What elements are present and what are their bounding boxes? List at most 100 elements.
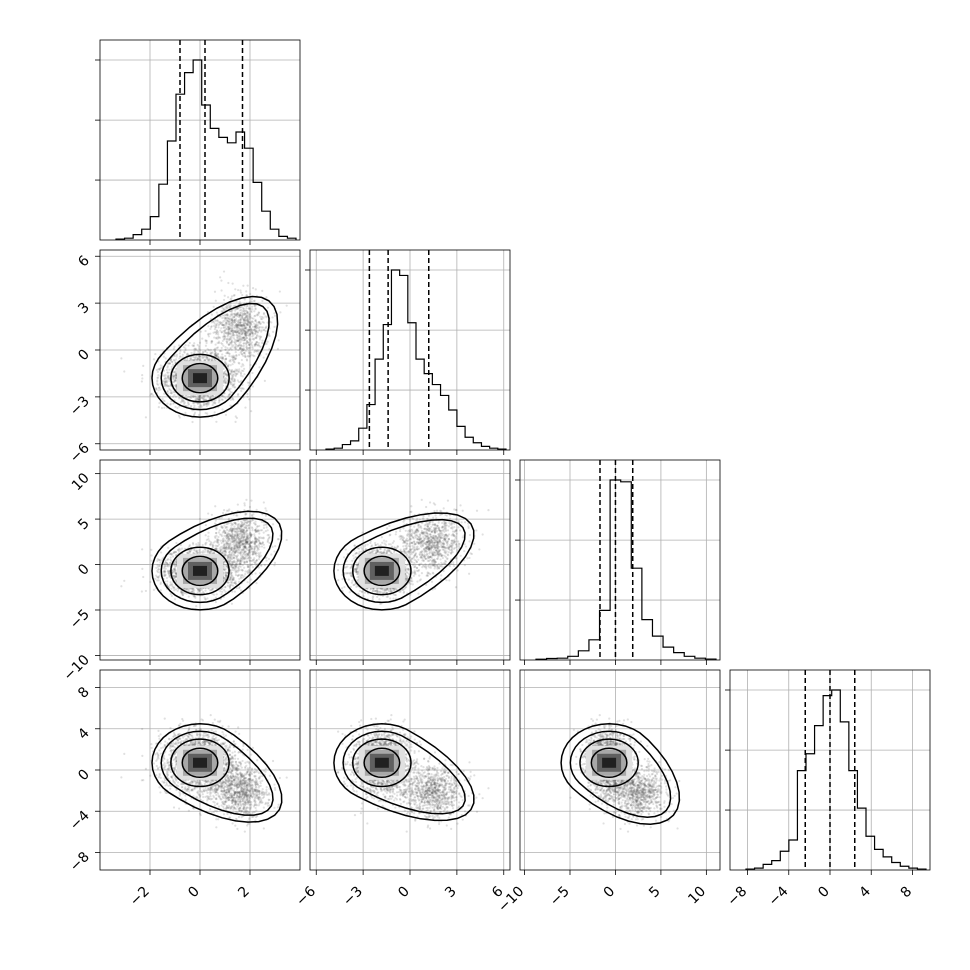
sample-point <box>191 359 194 362</box>
sample-point <box>224 576 228 579</box>
sample-point <box>230 374 233 377</box>
sample-point <box>202 404 205 407</box>
sample-point <box>247 347 251 350</box>
sample-point <box>242 309 246 312</box>
sample-point <box>229 360 232 363</box>
sample-point <box>246 315 249 318</box>
sample-point <box>187 400 190 404</box>
sample-point <box>230 341 233 344</box>
sample-point <box>158 559 161 562</box>
sample-point <box>167 362 170 365</box>
sample-point <box>244 349 247 353</box>
sample-point <box>241 559 244 562</box>
sample-point <box>231 537 235 540</box>
sample-point <box>221 408 224 411</box>
sample-point <box>235 545 239 548</box>
sample-point <box>255 341 258 344</box>
contour-level-4 <box>181 362 219 394</box>
sample-point <box>228 369 232 372</box>
sample-point <box>204 398 207 401</box>
sample-point <box>191 359 194 362</box>
sample-point <box>273 550 276 553</box>
sample-point <box>225 319 229 322</box>
sample-point <box>233 545 236 548</box>
sample-point <box>158 571 161 574</box>
sample-point <box>240 330 243 333</box>
sample-point <box>233 380 236 383</box>
sample-point <box>246 316 249 319</box>
sample-point <box>214 347 217 350</box>
sample-point <box>214 326 217 329</box>
sample-point <box>229 572 232 575</box>
sample-point <box>182 400 185 403</box>
sample-point <box>234 342 237 346</box>
sample-point <box>249 307 252 310</box>
sample-point <box>232 344 235 347</box>
sample-point <box>223 560 226 564</box>
sample-point <box>217 336 220 339</box>
sample-point <box>236 541 239 544</box>
sample-point <box>238 332 241 335</box>
sample-point <box>228 538 231 541</box>
sample-point <box>238 543 241 546</box>
sample-point <box>198 355 201 358</box>
sample-point <box>209 327 212 331</box>
sample-point <box>237 573 241 576</box>
sample-point <box>247 307 250 310</box>
sample-point <box>232 312 236 316</box>
sample-point <box>184 347 187 350</box>
sample-point <box>238 542 241 545</box>
sample-point <box>242 530 245 533</box>
sample-point <box>219 321 222 324</box>
sample-point <box>230 339 233 342</box>
sample-point <box>227 332 230 335</box>
sample-point <box>218 336 222 339</box>
sample-point <box>196 349 200 352</box>
sample-point <box>238 560 241 563</box>
sample-point <box>170 392 173 395</box>
sample-point <box>242 557 245 560</box>
sample-point <box>207 512 210 515</box>
sample-point <box>214 600 217 604</box>
sample-point <box>256 528 259 532</box>
sample-point <box>224 317 228 320</box>
sample-point <box>174 369 178 373</box>
sample-point <box>160 559 163 562</box>
sample-point <box>249 533 253 536</box>
sample-point <box>171 360 174 363</box>
sample-point <box>241 313 245 316</box>
sample-point <box>223 547 226 550</box>
sample-point <box>224 372 228 375</box>
sample-point <box>205 402 208 406</box>
sample-point <box>230 571 233 574</box>
sample-point <box>221 324 225 327</box>
sample-point <box>233 379 236 382</box>
sample-point <box>156 379 159 382</box>
sample-point <box>215 534 218 537</box>
sample-point <box>253 325 256 328</box>
sample-point <box>231 333 235 336</box>
sample-point <box>248 551 251 554</box>
sample-point <box>273 325 276 328</box>
sample-point <box>165 583 169 586</box>
sample-point <box>257 320 261 324</box>
sample-point <box>221 357 224 360</box>
sample-point <box>229 404 232 407</box>
sample-point <box>221 314 224 317</box>
sample-point <box>229 305 232 308</box>
sample-point <box>232 316 235 319</box>
sample-point <box>235 569 238 572</box>
sample-point <box>204 547 207 551</box>
sample-point <box>235 537 238 540</box>
sample-point <box>170 559 173 563</box>
sample-point <box>239 589 243 592</box>
sample-point <box>191 394 194 397</box>
sample-point <box>198 394 201 398</box>
sample-point <box>229 541 232 544</box>
sample-point <box>259 345 262 348</box>
sample-point <box>230 378 234 382</box>
sample-point <box>285 538 288 542</box>
sample-point <box>221 307 224 310</box>
sample-point <box>226 313 229 316</box>
sample-point <box>233 560 236 563</box>
